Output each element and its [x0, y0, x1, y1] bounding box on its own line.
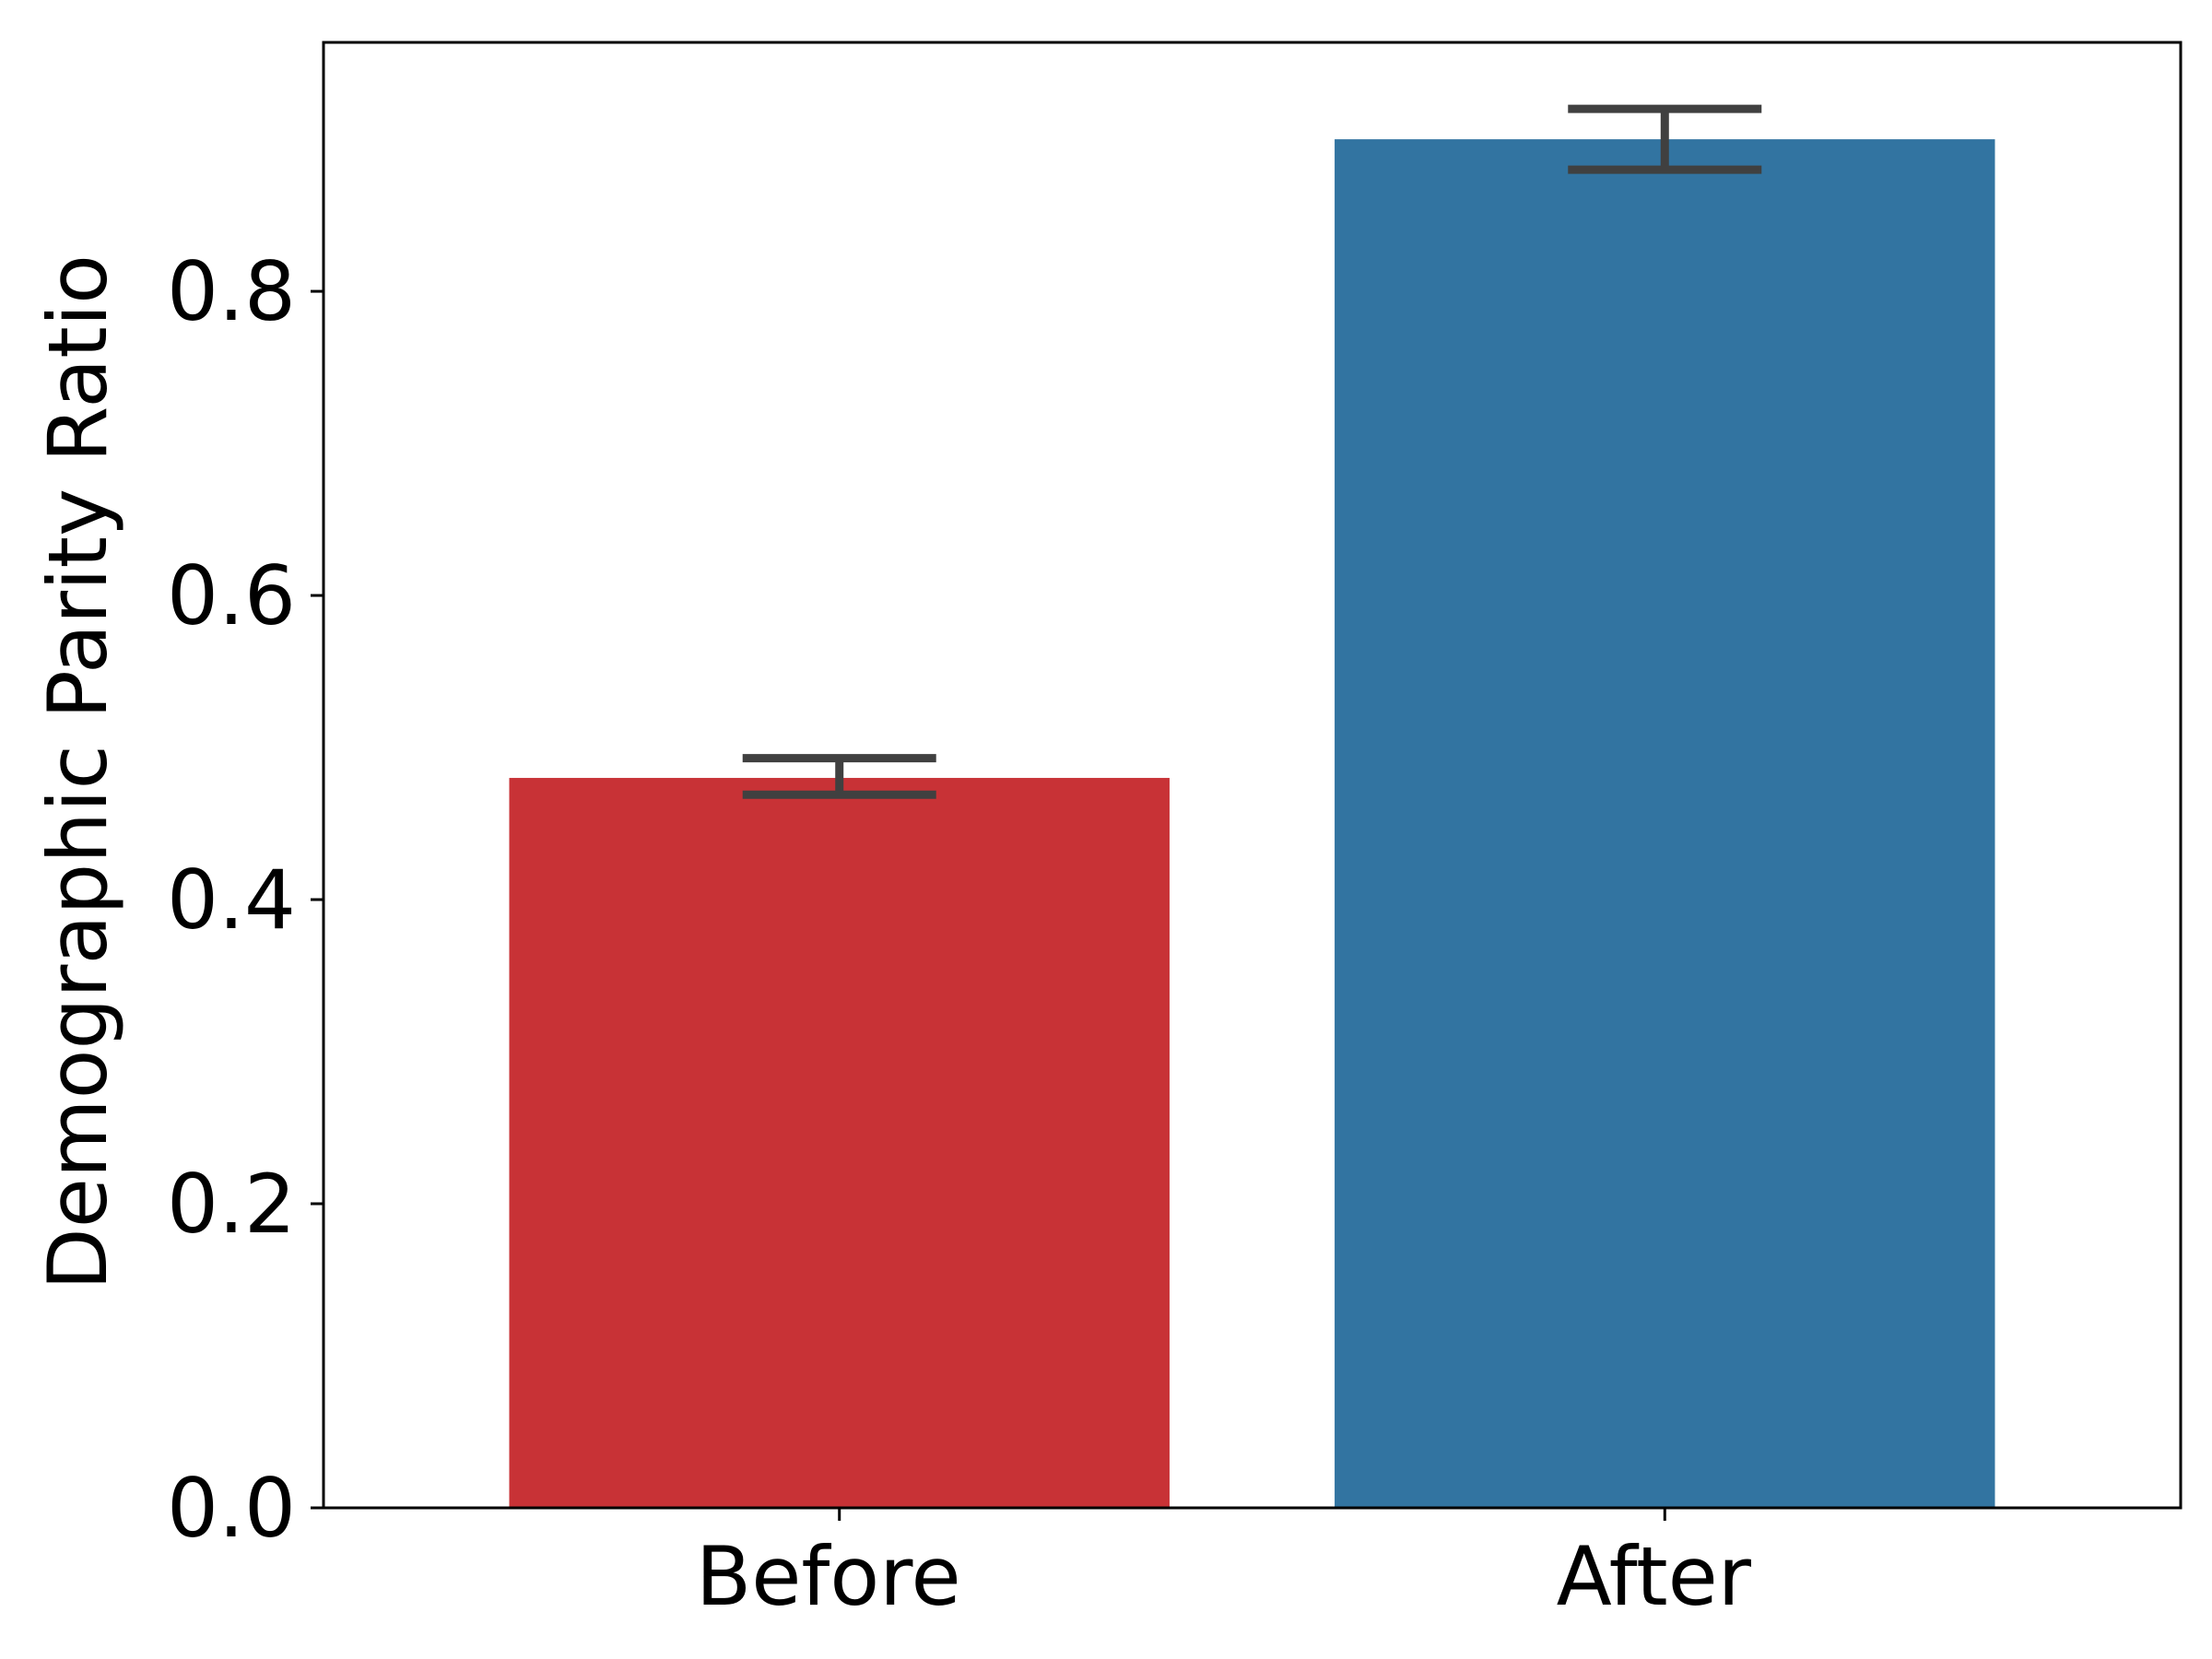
y-tick-label: 0.0: [167, 1461, 296, 1556]
x-axis: Before After: [696, 1508, 1752, 1624]
bars-layer: [509, 139, 1995, 1509]
y-axis: 0.0 0.2 0.4 0.6 0.8: [167, 244, 324, 1556]
y-axis-title: Demographic Parity Ratio: [30, 254, 125, 1290]
y-tick-label: 0.2: [167, 1157, 296, 1252]
plot-frame: [322, 41, 2183, 1510]
y-tick-label: 0.6: [167, 548, 296, 643]
x-tick-label: Before: [696, 1529, 961, 1624]
x-tick-label: After: [1557, 1529, 1752, 1624]
error-bars-layer: [742, 104, 1762, 799]
y-tick-label: 0.4: [167, 853, 296, 947]
error-bar-before: [742, 754, 936, 799]
bar-before: [509, 778, 1170, 1508]
error-bar-after: [1568, 104, 1762, 174]
bar-after: [1335, 139, 1995, 1509]
y-tick-label: 0.8: [167, 244, 296, 339]
